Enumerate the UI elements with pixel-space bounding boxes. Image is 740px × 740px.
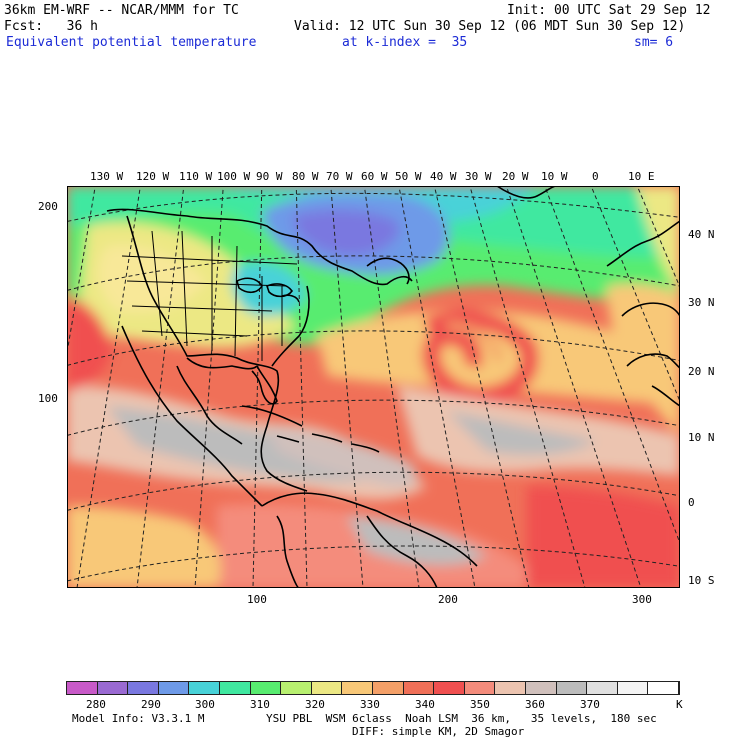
lat-label: 40 N [688, 228, 715, 241]
colorbar-swatch [373, 682, 404, 694]
colorbar-swatch [189, 682, 220, 694]
coastlines [106, 186, 680, 588]
field-name: Equivalent potential temperature [6, 35, 257, 50]
colorbar-swatch [526, 682, 557, 694]
colorbar-unit: K [676, 698, 683, 711]
lon-label: 70 W [326, 170, 353, 183]
lon-label: 80 W [292, 170, 319, 183]
forecast-hour: Fcst: 36 h [4, 19, 98, 34]
grid-x-label: 200 [438, 593, 458, 606]
colorbar-label: 370 [580, 698, 600, 711]
lon-label: 10 E [628, 170, 655, 183]
model-info: Model Info: V3.3.1 M [72, 712, 205, 725]
grid-y-label: 200 [38, 200, 58, 213]
lon-label: 120 W [136, 170, 170, 183]
lat-label: 10 N [688, 431, 715, 444]
diffusion-info: DIFF: simple KM, 2D Smagor [352, 725, 525, 738]
init-time: Init: 00 UTC Sat 29 Sep 12 [507, 3, 711, 18]
colorbar-swatch [617, 682, 649, 694]
latlon-grid [67, 186, 680, 588]
colorbar-label: 290 [141, 698, 161, 711]
colorbar-label: 310 [250, 698, 270, 711]
colorbar-swatch [587, 682, 618, 694]
colorbar-swatch [434, 682, 465, 694]
theta-e-map [67, 186, 680, 588]
lon-label: 40 W [430, 170, 457, 183]
lon-label: 90 W [256, 170, 283, 183]
lon-label: 130 W [90, 170, 124, 183]
state-borders [121, 230, 298, 361]
lat-label: 10 S [688, 574, 715, 587]
colorbar-swatch [250, 682, 282, 694]
lon-label: 110 W [179, 170, 213, 183]
colorbar-label: 280 [86, 698, 106, 711]
theta-e-field [67, 186, 680, 588]
lat-label: 30 N [688, 296, 715, 309]
level-index: at k-index = 35 [342, 35, 468, 50]
colorbar-label: 360 [525, 698, 545, 711]
valid-time: Valid: 12 UTC Sun 30 Sep 12 (06 MDT Sun … [294, 19, 686, 34]
physics-info: YSU PBL WSM 6class Noah LSM 36 km, 35 le… [266, 712, 657, 725]
smoothing-value: sm= 6 [634, 35, 674, 50]
colorbar-swatch [311, 682, 343, 694]
colorbar-swatch [97, 682, 129, 694]
map-frame [67, 186, 680, 588]
lon-label: 60 W [361, 170, 388, 183]
colorbar-label: 330 [360, 698, 380, 711]
lon-label: 100 W [217, 170, 251, 183]
grid-x-label: 100 [247, 593, 267, 606]
grid-y-label: 100 [38, 392, 58, 405]
colorbar-swatch [158, 682, 190, 694]
colorbar-swatch [556, 682, 588, 694]
colorbar-swatch [464, 682, 496, 694]
colorbar-label: 300 [195, 698, 215, 711]
colorbar-swatch [342, 682, 373, 694]
colorbar-label: 320 [305, 698, 325, 711]
colorbar [66, 681, 680, 695]
colorbar-swatch [128, 682, 159, 694]
grid-x-label: 300 [632, 593, 652, 606]
colorbar-swatch [495, 682, 526, 694]
lat-label: 20 N [688, 365, 715, 378]
colorbar-label: 340 [415, 698, 435, 711]
colorbar-swatch [220, 682, 251, 694]
lon-label: 50 W [395, 170, 422, 183]
lon-label: 0 [592, 170, 599, 183]
lat-label: 0 [688, 496, 695, 509]
colorbar-label: 350 [470, 698, 490, 711]
colorbar-swatch [281, 682, 312, 694]
model-title: 36km EM-WRF -- NCAR/MMM for TC [4, 3, 239, 18]
lon-label: 30 W [465, 170, 492, 183]
lon-label: 20 W [502, 170, 529, 183]
colorbar-swatch [67, 682, 98, 694]
colorbar-swatch [403, 682, 435, 694]
lon-label: 10 W [541, 170, 568, 183]
colorbar-swatch [648, 682, 679, 694]
